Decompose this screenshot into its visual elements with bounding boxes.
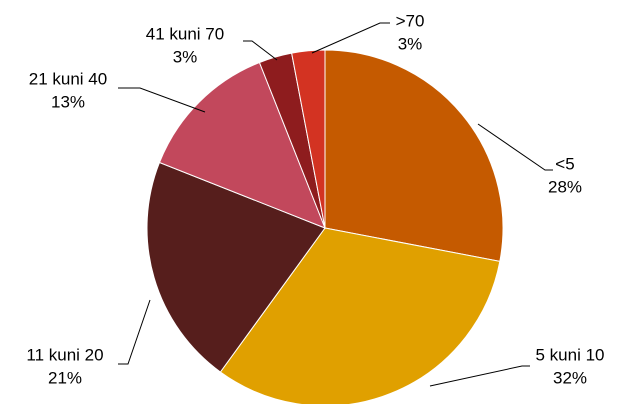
slice-value-label: 28% [548,177,582,196]
slice-label: <5 [555,154,574,173]
slice-label: 21 kuni 40 [29,69,107,88]
pie-slice [291,49,326,229]
pie-slice [158,61,326,229]
slice-label: 41 kuni 70 [146,24,224,43]
slice-value-label: 3% [398,34,423,53]
leader-line [243,40,278,61]
leader-line [118,87,206,113]
slice-value-label: 13% [51,92,85,111]
leader-line [477,123,553,171]
slice-value-label: 3% [173,47,198,66]
slice-value-label: 32% [553,368,587,387]
pie-slice [219,227,501,404]
leader-line [429,365,530,387]
slice-value-label: 21% [48,368,82,387]
leader-line [118,299,151,365]
pie-slice [146,161,326,373]
pie-slice [324,49,504,262]
slice-label: 5 kuni 10 [536,345,605,364]
leader-line [311,22,390,54]
slice-label: 11 kuni 20 [26,345,103,364]
slice-label: >70 [396,11,425,30]
